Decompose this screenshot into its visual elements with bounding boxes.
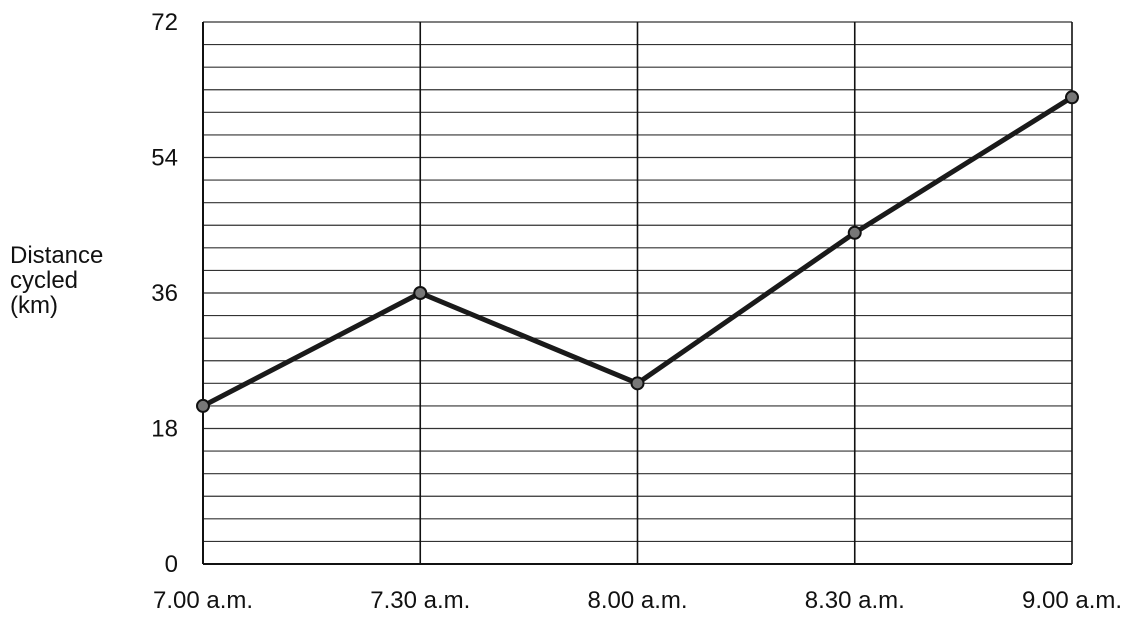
grid xyxy=(203,21,1073,564)
x-tick-label: 7.00 a.m. xyxy=(153,587,253,614)
data-point xyxy=(413,286,428,300)
y-tick-label: 36 xyxy=(151,280,178,307)
y-tick-labels: 0 18 36 54 72 xyxy=(151,9,178,578)
y-tick-label: 54 xyxy=(151,145,178,172)
series xyxy=(196,90,1079,413)
data-point xyxy=(847,225,862,240)
y-axis-label-line-2: cycled xyxy=(10,267,79,294)
y-axis-label: Distance cycled (km) xyxy=(10,243,103,318)
x-tick-label: 9.00 a.m. xyxy=(1022,587,1122,614)
axes xyxy=(202,22,1072,565)
y-axis-label-line-1: Distance xyxy=(10,242,104,269)
y-tick-label: 18 xyxy=(151,416,178,443)
data-point xyxy=(1065,90,1079,105)
y-tick-label: 0 xyxy=(165,551,178,578)
y-axis-label-line-3: (km) xyxy=(10,292,58,319)
data-point xyxy=(630,376,645,391)
x-tick-labels: 7.00 a.m. 7.30 a.m. 8.00 a.m. 8.30 a.m. 9.00… xyxy=(153,587,1122,614)
x-tick-label: 7.30 a.m. xyxy=(370,587,470,614)
x-tick-label: 8.00 a.m. xyxy=(587,587,687,614)
y-tick-label: 72 xyxy=(151,9,178,36)
data-point xyxy=(196,398,210,413)
x-tick-label: 8.30 a.m. xyxy=(805,587,905,614)
